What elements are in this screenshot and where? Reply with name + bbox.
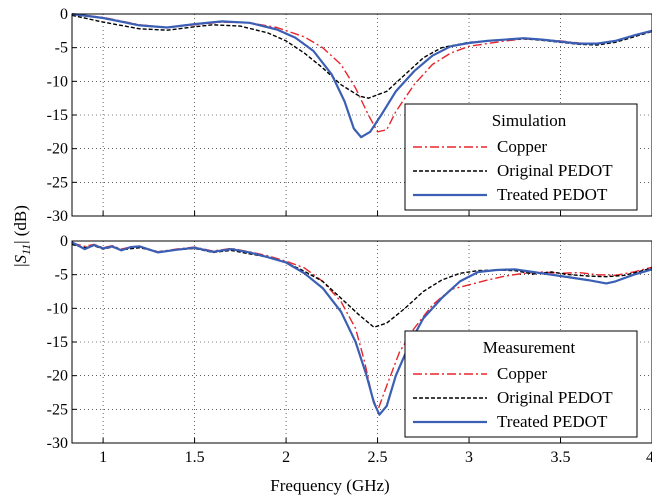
meas-ytick-label-3: -15 — [47, 334, 68, 351]
sim-legend-label-2: Treated PEDOT — [497, 185, 608, 204]
xtick-label-3: 2.5 — [368, 449, 388, 466]
meas-legend-label-0: Copper — [497, 364, 547, 383]
measurement-panel: 0 -5 -10 -15 -20 -25 -30 1 1.5 2 2.5 3 3.5 4 Measureme… — [47, 233, 652, 466]
meas-ytick-label-1: -5 — [55, 267, 68, 284]
y-axis-label-prefix: | — [11, 264, 30, 267]
meas-legend-label-2: Treated PEDOT — [497, 412, 608, 431]
sim-legend-title: Simulation — [492, 111, 567, 130]
sim-ytick-label-0: 0 — [60, 6, 68, 23]
y-axis-label-subscript: 11 — [19, 244, 33, 255]
meas-ytick-label-6: -30 — [47, 435, 68, 452]
y-axis-label-suffix: | (dB) — [11, 205, 30, 244]
xtick-label-1: 1.5 — [185, 449, 205, 466]
sim-legend — [404, 103, 638, 211]
meas-series-treated-pedot — [71, 241, 652, 416]
sim-ytick-label-3: -15 — [47, 107, 68, 124]
meas-legend-label-1: Original PEDOT — [497, 388, 613, 407]
sim-series-original-pedot — [71, 14, 652, 99]
sim-ytick-label-2: -10 — [47, 73, 68, 90]
xtick-label-2: 2 — [282, 449, 290, 466]
y-axis-label-symbol: S — [11, 255, 30, 264]
xtick-label-6: 4 — [646, 449, 652, 466]
meas-legend — [404, 330, 638, 438]
sim-ytick-label-5: -25 — [47, 174, 68, 191]
sim-legend-label-0: Copper — [497, 137, 547, 156]
sim-series-treated-pedot — [71, 12, 652, 139]
meas-legend-title: Measurement — [483, 338, 576, 357]
sim-legend-label-1: Original PEDOT — [497, 161, 613, 180]
meas-ytick-label-4: -20 — [47, 368, 68, 385]
xtick-label-4: 3 — [465, 449, 473, 466]
y-axis-label: |S11| (dB) — [11, 205, 33, 267]
simulation-panel: 0 -5 -10 -15 -20 -25 -30 Simulation Copper Origin… — [47, 6, 652, 225]
sim-ytick-label-6: -30 — [47, 208, 68, 225]
meas-ytick-label-0: 0 — [60, 233, 68, 250]
xtick-label-0: 1 — [99, 449, 107, 466]
sim-ytick-label-4: -20 — [47, 141, 68, 158]
xtick-label-5: 3.5 — [551, 449, 571, 466]
sim-ytick-label-1: -5 — [55, 40, 68, 57]
meas-ytick-label-5: -25 — [47, 401, 68, 418]
meas-ytick-label-2: -10 — [47, 300, 68, 317]
x-axis-label: Frequency (GHz) — [270, 476, 389, 495]
meas-series-original-pedot — [71, 243, 652, 328]
